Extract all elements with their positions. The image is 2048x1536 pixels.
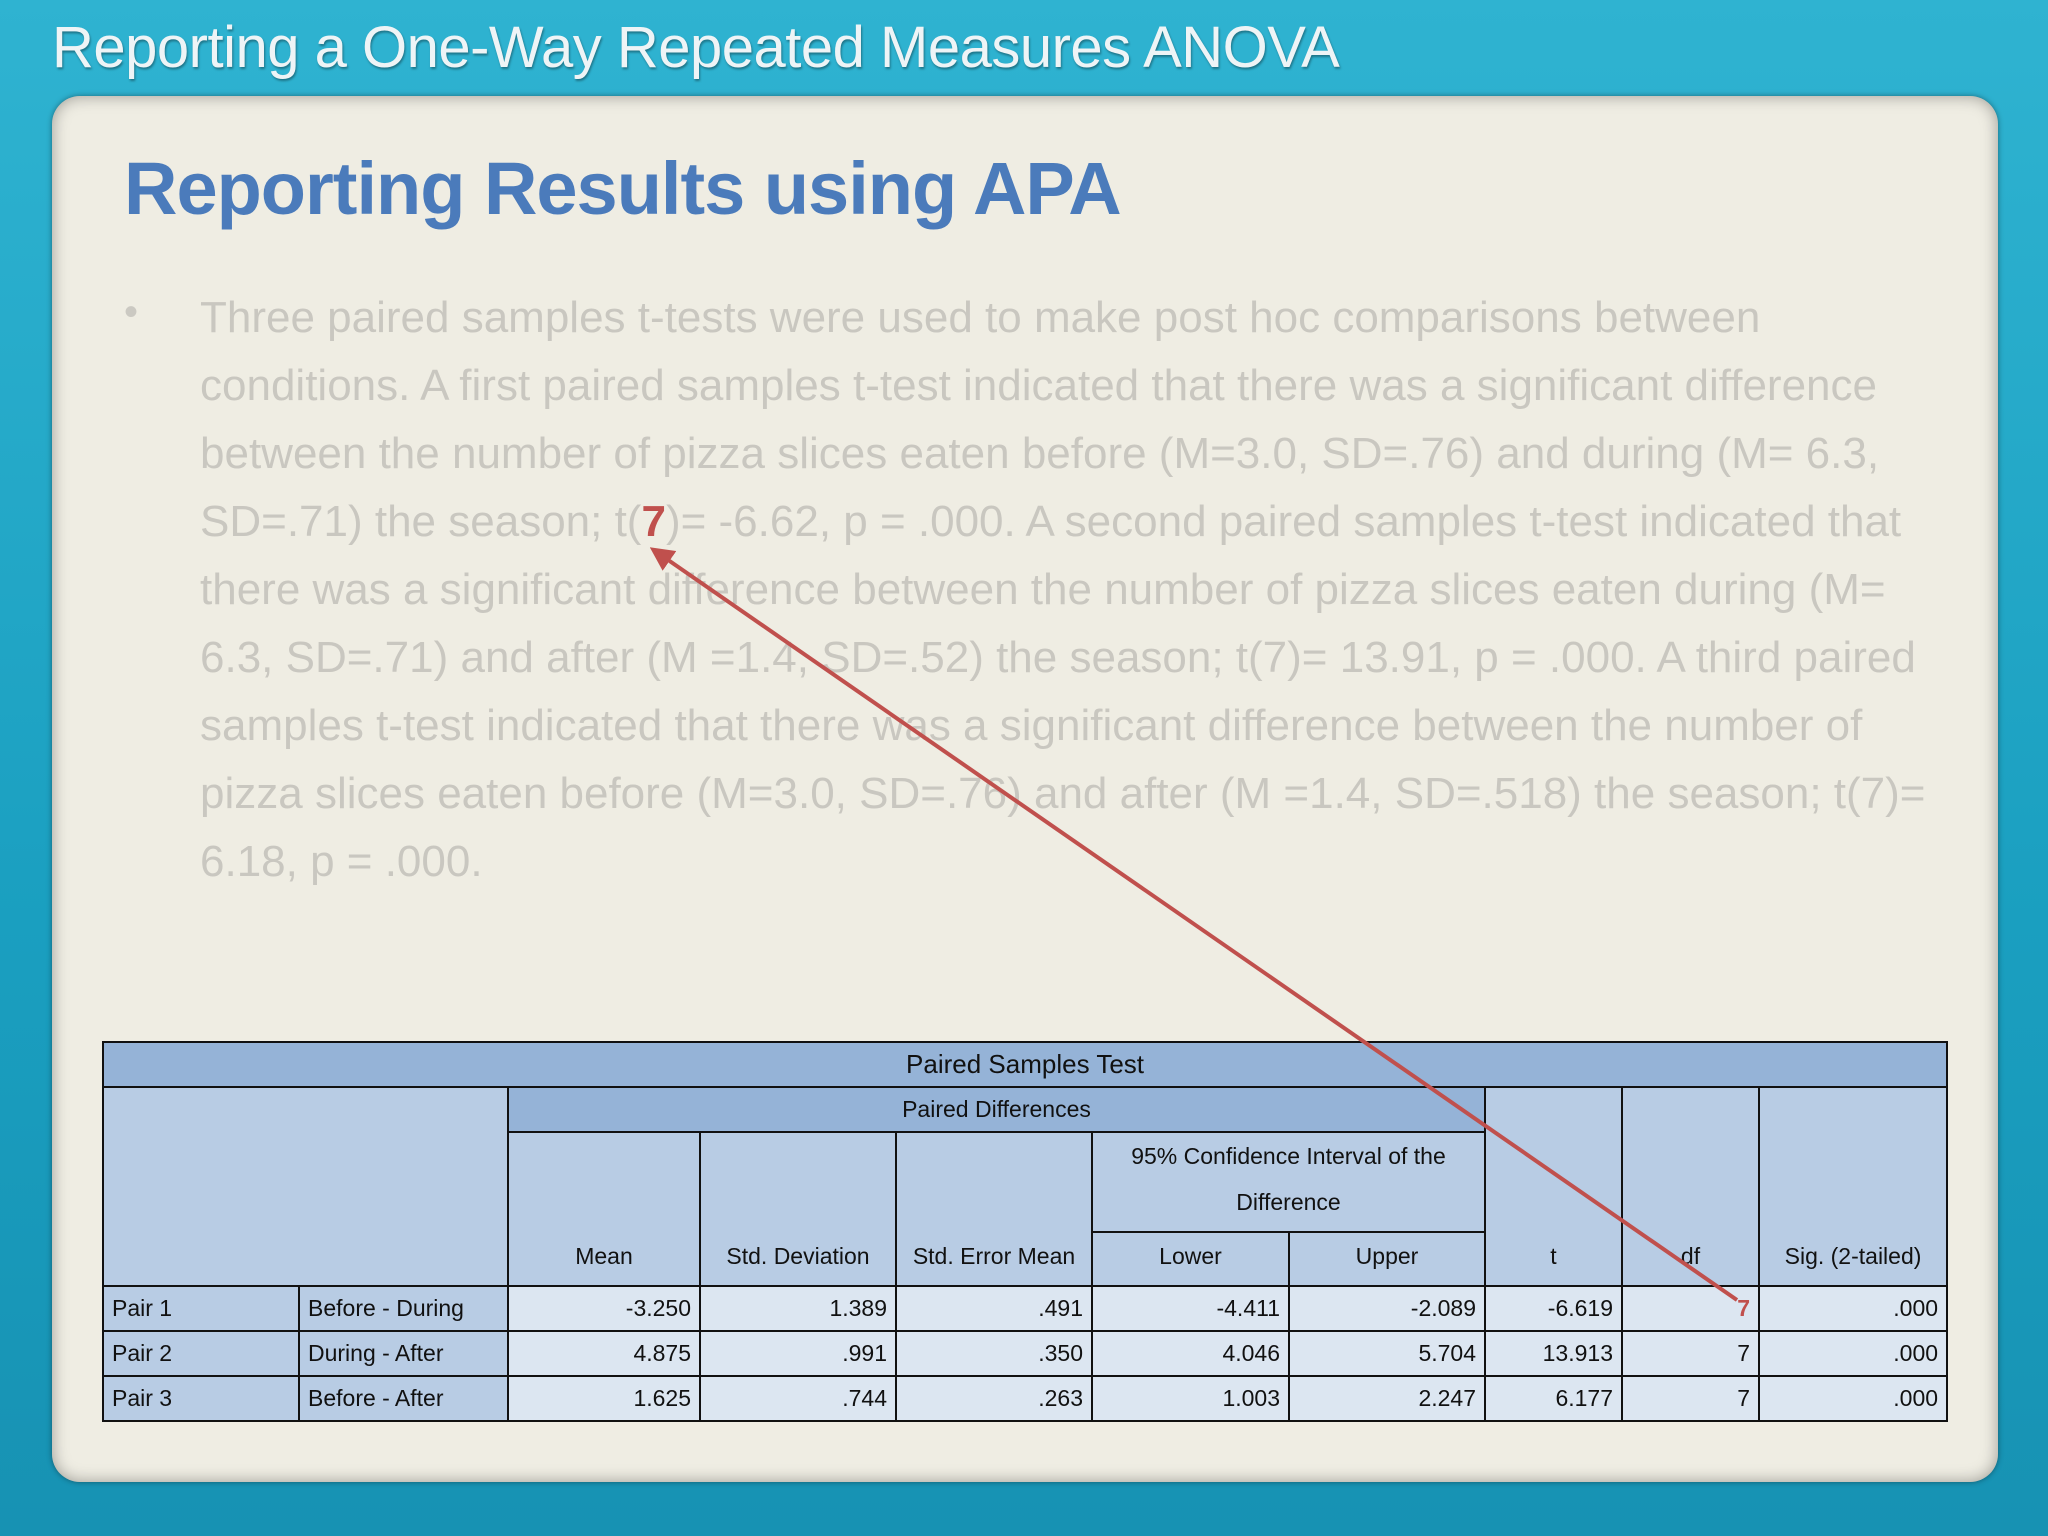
row-label: Pair 3	[102, 1375, 300, 1422]
column-header: Lower	[1091, 1231, 1290, 1287]
slide-title: Reporting Results using APA	[124, 147, 1122, 230]
cell: 6.177	[1484, 1375, 1623, 1422]
paired-samples-table: Paired Samples Test Paired Differences t…	[101, 1041, 1949, 1422]
column-header: Std. Deviation	[699, 1131, 897, 1287]
row-label: Pair 1	[102, 1285, 300, 1332]
cell: 13.913	[1484, 1330, 1623, 1377]
cell: -4.411	[1091, 1285, 1290, 1332]
cell: .350	[895, 1330, 1093, 1377]
body-text: Three paired samples t-tests were used t…	[200, 284, 1930, 896]
column-header: Mean	[507, 1131, 701, 1287]
cell: 4.046	[1091, 1330, 1290, 1377]
body-text-part: Three paired samples t-tests were used t…	[200, 293, 1880, 546]
cell: -6.619	[1484, 1285, 1623, 1332]
cell: -3.250	[507, 1285, 701, 1332]
column-header: Sig. (2-tailed)	[1757, 1086, 1949, 1287]
cell: .000	[1757, 1375, 1949, 1422]
cell: .000	[1757, 1330, 1949, 1377]
header-title: Reporting a One-Way Repeated Measures AN…	[52, 15, 1340, 80]
cell: 1.625	[507, 1375, 701, 1422]
row-label: During - After	[298, 1330, 509, 1377]
row-label: Pair 2	[102, 1330, 300, 1377]
cell: .491	[895, 1285, 1093, 1332]
cell: .263	[895, 1375, 1093, 1422]
cell: 1.003	[1091, 1375, 1290, 1422]
column-header: Std. Error Mean	[895, 1131, 1093, 1287]
highlighted-df: 7	[641, 497, 666, 546]
blank-header	[102, 1086, 509, 1287]
group-header: Paired Differences	[507, 1086, 1486, 1133]
column-header: df	[1621, 1086, 1760, 1287]
cell: .000	[1757, 1285, 1949, 1332]
table-row: Pair 1 Before - During -3.250 1.389.491 -4.4…	[102, 1285, 1949, 1332]
cell: 2.247	[1288, 1375, 1486, 1422]
column-header: Upper	[1288, 1231, 1486, 1287]
column-header: t	[1484, 1086, 1623, 1287]
ci-header: 95% Confidence Interval of the Differenc…	[1091, 1131, 1486, 1233]
table-row: Pair 2 During - After 4.875.991.350 4.046 5.…	[102, 1330, 1949, 1377]
cell: .991	[699, 1330, 897, 1377]
cell: 5.704	[1288, 1330, 1486, 1377]
cell: 7	[1621, 1330, 1760, 1377]
table-row: Pair 3 Before - After 1.625.744.263 1.003 2.…	[102, 1375, 1949, 1422]
cell: 4.875	[507, 1330, 701, 1377]
table-title: Paired Samples Test	[101, 1041, 1949, 1088]
cell: .744	[699, 1375, 897, 1422]
row-label: Before - After	[298, 1375, 509, 1422]
bullet: •	[124, 290, 139, 334]
cell: -2.089	[1288, 1285, 1486, 1332]
cell: 7	[1621, 1285, 1760, 1332]
cell: 7	[1621, 1375, 1760, 1422]
cell: 1.389	[699, 1285, 897, 1332]
row-label: Before - During	[298, 1285, 509, 1332]
body-text-part: )= -6.62, p = .000. A second paired samp…	[200, 497, 1926, 886]
